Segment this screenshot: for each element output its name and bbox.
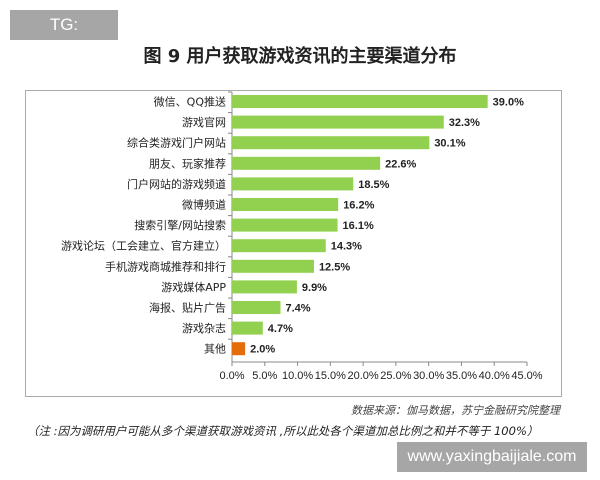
data-label: 16.1% <box>343 220 374 232</box>
x-tick-label: 45.0% <box>511 370 542 382</box>
x-tick-label: 15.0% <box>315 370 346 382</box>
category-label: 海报、贴片广告 <box>149 301 226 315</box>
bar <box>232 301 281 314</box>
bar <box>232 136 430 150</box>
data-label: 2.0% <box>250 344 275 356</box>
category-label: 搜索引擎/网站搜索 <box>134 218 226 232</box>
bar <box>232 218 338 232</box>
footnote: （注 :因为调研用户可能从多个渠道获取游戏资讯 ,所以此处各个渠道加总比例之和并… <box>27 424 539 438</box>
bar <box>232 198 339 211</box>
category-label: 游戏杂志 <box>182 322 226 335</box>
x-tick-label: 0.0% <box>219 370 244 382</box>
data-label: 14.3% <box>331 241 362 253</box>
category-label: 游戏论坛（工会建立、官方建立） <box>61 239 226 253</box>
category-label: 微博频道 <box>182 198 226 212</box>
bar <box>232 156 381 170</box>
bar <box>232 239 326 253</box>
data-label: 16.2% <box>343 200 374 212</box>
chart-frame <box>25 90 562 397</box>
data-source: 数据来源：伽马数据，苏宁金融研究院整理 <box>351 404 560 417</box>
x-tick-label: 20.0% <box>348 370 379 382</box>
category-label: 朋友、玩家推荐 <box>149 156 226 170</box>
data-label: 12.5% <box>319 261 350 273</box>
category-label: 游戏官网 <box>182 115 226 129</box>
category-label: 门户网站的游戏频道 <box>127 177 226 191</box>
watermark-bottom: www.yaxingbaijiale.com <box>397 442 587 472</box>
chart-title: 图 9 用户获取游戏资讯的主要渠道分布 <box>143 46 457 67</box>
data-label: 30.1% <box>434 138 465 150</box>
x-tick-label: 25.0% <box>380 370 411 382</box>
watermark-top: TG: MYYJJPP <box>10 10 118 64</box>
x-tick-label: 40.0% <box>479 370 510 382</box>
category-label: 微信、QQ推送 <box>154 95 226 109</box>
category-label: 游戏媒体APP <box>161 280 226 294</box>
data-label: 9.9% <box>302 282 327 294</box>
bar <box>232 259 314 273</box>
bar <box>232 280 297 294</box>
x-tick-label: 35.0% <box>446 370 477 382</box>
bar <box>232 115 444 129</box>
data-label: 18.5% <box>358 179 389 191</box>
bar <box>232 342 246 356</box>
data-label: 7.4% <box>286 303 311 315</box>
bar <box>232 95 488 108</box>
data-label: 22.6% <box>385 158 416 170</box>
data-label: 32.3% <box>449 117 480 129</box>
category-label: 综合类游戏门户网站 <box>127 136 226 150</box>
category-label: 其他 <box>204 343 226 356</box>
data-label: 4.7% <box>268 323 293 335</box>
category-label: 手机游戏商城推荐和排行 <box>105 259 226 273</box>
data-label: 39.0% <box>493 97 524 109</box>
x-tick-label: 10.0% <box>282 370 313 382</box>
bar <box>232 321 263 335</box>
x-tick-label: 30.0% <box>413 370 444 382</box>
bar <box>232 177 354 191</box>
x-tick-label: 5.0% <box>252 370 277 382</box>
